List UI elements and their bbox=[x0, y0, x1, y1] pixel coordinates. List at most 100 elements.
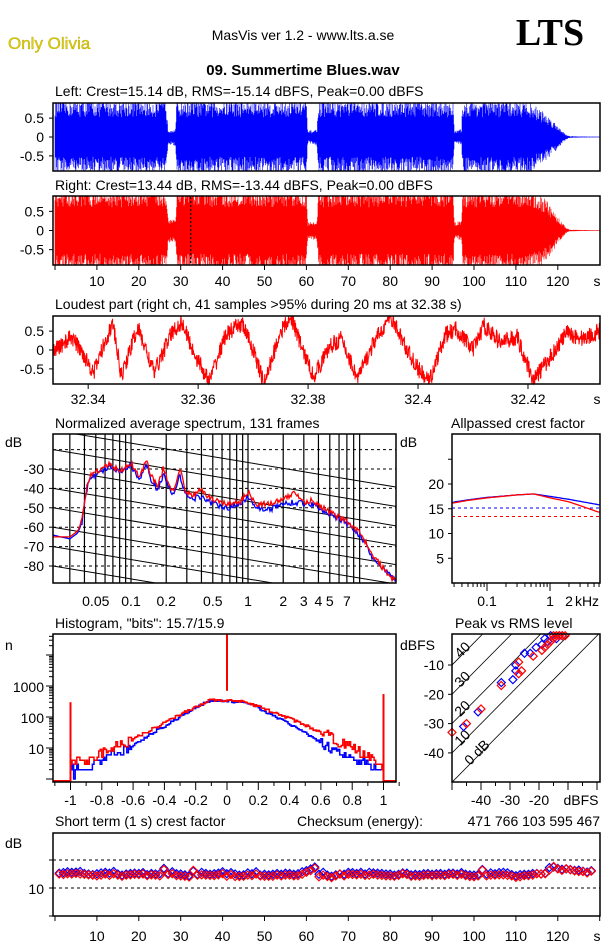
crest-right-point bbox=[293, 870, 303, 881]
histogram-xtick-label: 0.6 bbox=[311, 792, 331, 808]
crest-xtick-label: 100 bbox=[462, 928, 486, 944]
spectrum-xtick-label: 0.5 bbox=[203, 593, 223, 609]
spectrum-xtick-label: 0.1 bbox=[121, 593, 141, 609]
crest-right-point bbox=[364, 870, 375, 880]
loudest-part-signal bbox=[52, 315, 601, 386]
peak-rms-left-point bbox=[508, 674, 518, 685]
crest-left-point bbox=[527, 868, 538, 879]
histogram-ytick-label: 10 bbox=[28, 741, 44, 757]
album-name: Only Olivia bbox=[8, 34, 91, 53]
crest-right-point bbox=[146, 869, 157, 880]
crest-right-point bbox=[230, 871, 241, 882]
spectrum-slope-line bbox=[53, 507, 396, 566]
crest-right-point bbox=[511, 872, 521, 883]
crest-right-point bbox=[314, 871, 324, 882]
crest-diagonal-label: 40 bbox=[451, 638, 473, 660]
peak-rms-left-point bbox=[473, 707, 483, 717]
peak-rms-right-point bbox=[551, 630, 562, 641]
peak-rms-ytick-label: -10 bbox=[424, 657, 444, 673]
checksum-label: Checksum (energy): bbox=[297, 813, 423, 829]
crest-right-point bbox=[221, 871, 232, 882]
allpassed-xtick-label: 2 bbox=[565, 593, 573, 609]
peak-rms-right-point bbox=[537, 645, 547, 656]
crest-xtick-label: 90 bbox=[424, 928, 440, 944]
crest-right-point bbox=[196, 869, 207, 880]
crest-right-point bbox=[473, 871, 484, 881]
spectrum-slope-line bbox=[53, 526, 393, 583]
crest-right-point bbox=[326, 872, 337, 883]
spectrum-slope-line bbox=[53, 605, 396, 662]
crest-right-point bbox=[200, 870, 211, 880]
peak-rms-xtick-label: -40 bbox=[471, 792, 491, 808]
histogram-right-steps bbox=[70, 698, 384, 771]
crest-right-point bbox=[330, 871, 341, 881]
crest-right-point bbox=[469, 871, 479, 882]
crest-right-point bbox=[280, 870, 291, 880]
histogram-left-steps bbox=[70, 698, 384, 780]
peak-rms-right-point bbox=[554, 630, 565, 641]
spectrum-xunit: kHz bbox=[372, 593, 396, 609]
waveform-xtick-label: 20 bbox=[131, 273, 147, 289]
loudest-ytick-label: 0 bbox=[36, 342, 44, 358]
waveform-xtick-label: 50 bbox=[257, 273, 273, 289]
crest-right-point bbox=[117, 871, 127, 882]
left-waveform-ytick-label: -0.5 bbox=[20, 148, 44, 164]
crest-right-point bbox=[351, 869, 362, 880]
crest-right-point bbox=[163, 869, 173, 880]
crest-right-point bbox=[347, 869, 358, 880]
spectrum-ytick-label: -80 bbox=[24, 558, 44, 574]
crest-xtick-label: 110 bbox=[505, 928, 528, 944]
loudest-xtick-label: 32.4 bbox=[404, 391, 431, 407]
crest-right-point bbox=[406, 871, 416, 882]
allpassed-right-line bbox=[451, 493, 601, 513]
crest-diagonal-line bbox=[452, 634, 600, 782]
crest-right-point bbox=[234, 871, 245, 882]
crest-left-point bbox=[368, 868, 379, 878]
spectrum-slope-line bbox=[53, 468, 396, 527]
histogram-xtick-label: -0.8 bbox=[90, 792, 114, 808]
crest-right-point bbox=[452, 870, 463, 881]
allpassed-xtick-label: 1 bbox=[546, 593, 554, 609]
crest-right-point bbox=[188, 865, 199, 876]
right-waveform-ytick-label: 0.5 bbox=[25, 203, 45, 219]
peak-rms-ytick-label: -30 bbox=[424, 716, 444, 732]
crest-right-point bbox=[360, 870, 370, 881]
crest-right-point bbox=[414, 871, 425, 882]
waveform-xtick-label: 90 bbox=[424, 273, 440, 289]
crest-right-point bbox=[418, 870, 429, 881]
crest-left-point bbox=[544, 862, 555, 873]
crest-ylabel: dB bbox=[5, 835, 22, 851]
crest-diagonal-label: 20 bbox=[451, 697, 473, 719]
peak-rms-left-point bbox=[510, 660, 521, 670]
crest-right-point bbox=[133, 869, 144, 880]
waveform-xtick-label: 120 bbox=[546, 273, 570, 289]
allpassed-title: Allpassed crest factor bbox=[451, 415, 585, 431]
crest-right-point bbox=[481, 871, 492, 881]
crest-right-point bbox=[557, 865, 567, 876]
crest-right-point bbox=[301, 867, 312, 878]
crest-left-point bbox=[330, 869, 341, 880]
spectrum-slope-line bbox=[53, 487, 396, 546]
app-title: MasVis ver 1.2 - www.lts.a.se bbox=[212, 27, 395, 43]
crest-xtick-label: 20 bbox=[131, 928, 147, 944]
peak-rms-left-point bbox=[525, 648, 536, 659]
right-waveform-ytick-label: -0.5 bbox=[20, 242, 44, 258]
loudest-xunit: s bbox=[594, 391, 601, 407]
crest-right-point bbox=[477, 865, 488, 875]
crest-right-point bbox=[209, 870, 220, 881]
crest-left-point bbox=[557, 864, 567, 875]
spectrum-slope-line bbox=[53, 546, 276, 583]
crest-right-point bbox=[586, 866, 597, 877]
left-waveform-ytick-label: 0.5 bbox=[25, 110, 45, 126]
histogram-xtick-label: 0.2 bbox=[249, 792, 269, 808]
crest-right-point bbox=[175, 871, 186, 881]
peak-rms-title: Peak vs RMS level bbox=[455, 615, 572, 631]
crest-right-point bbox=[536, 869, 546, 879]
waveform-xtick-label: 40 bbox=[215, 273, 231, 289]
right-waveform-ytick-label: 0 bbox=[36, 223, 44, 239]
crest-right-point bbox=[548, 861, 559, 872]
crest-right-point bbox=[427, 870, 437, 881]
crest-right-point bbox=[192, 870, 203, 880]
crest-right-point bbox=[385, 871, 396, 881]
